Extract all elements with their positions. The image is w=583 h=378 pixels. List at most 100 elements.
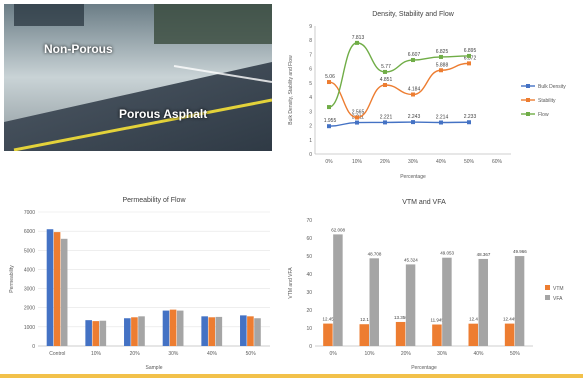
x-tick-label: 60% <box>492 159 503 165</box>
x-tick-label: 10% <box>352 159 363 165</box>
data-label: 2.233 <box>464 114 477 120</box>
data-label: 6.372 <box>464 55 477 61</box>
bar <box>208 317 216 346</box>
chart-title: VTM and VFA <box>402 199 446 206</box>
legend-label: Bulk Density <box>538 84 566 90</box>
y-tick-label: 10 <box>306 326 312 332</box>
data-label: 6.895 <box>464 48 477 54</box>
bar <box>169 309 177 346</box>
legend-marker <box>526 84 530 88</box>
x-tick-label: 0% <box>325 159 333 165</box>
data-point <box>355 115 359 120</box>
x-tick-label: 40% <box>473 351 484 357</box>
bottom-border <box>0 374 583 378</box>
bar <box>478 258 488 346</box>
x-tick-label: 10% <box>91 351 102 357</box>
y-tick-label: 50 <box>306 254 312 260</box>
bar <box>53 232 61 346</box>
bar <box>432 324 442 346</box>
y-tick-label: 1000 <box>24 325 35 331</box>
data-label: 7.813 <box>352 35 365 41</box>
y-tick-label: 6 <box>309 67 312 73</box>
data-label: 49.966 <box>513 249 527 254</box>
permeability-chart-svg: Permeability of Flow Sample Permeability 0 1… <box>9 197 270 371</box>
data-label: 5.77 <box>381 64 391 70</box>
y-tick-label: 4000 <box>24 267 35 273</box>
y-axis-label: VTM and VFA <box>288 267 294 299</box>
y-tick-label: 7 <box>309 52 312 58</box>
vtm-vfa-chart-svg: VTM and VFA Percentage VTM and VFA 0 10 20 30 4… <box>288 199 564 371</box>
bar <box>504 323 515 346</box>
legend-swatch <box>545 295 550 300</box>
bar <box>60 238 68 346</box>
data-point <box>327 80 331 85</box>
data-label: 4.851 <box>380 77 393 83</box>
data-label: 6.825 <box>436 49 449 55</box>
x-tick-label: 20% <box>380 159 391 165</box>
y-tick-label: 20 <box>306 308 312 314</box>
y-tick-label: 3 <box>309 109 312 115</box>
y-axis-label: Bulk Density, Stability and Flow <box>288 55 294 125</box>
bar <box>369 258 379 346</box>
data-point <box>439 120 443 125</box>
data-point <box>355 120 359 125</box>
y-tick-label: 4 <box>309 95 312 101</box>
y-tick-label: 0 <box>309 152 312 158</box>
data-label: 2.214 <box>436 115 449 121</box>
bar <box>333 234 343 346</box>
y-tick-label: 7000 <box>24 210 35 216</box>
bar <box>405 264 416 346</box>
x-tick-label: 10% <box>364 351 375 357</box>
bar <box>201 316 208 346</box>
non-porous-label: Non-Porous <box>44 42 113 56</box>
legend-label: Stability <box>538 98 556 104</box>
x-tick-label: Control <box>49 351 65 357</box>
legend-swatch <box>545 285 550 290</box>
data-label: 48.708 <box>368 251 382 256</box>
y-tick-label: 0 <box>309 344 312 350</box>
data-label: 1.955 <box>324 118 337 124</box>
bar <box>514 256 525 346</box>
bar <box>176 310 184 346</box>
data-point <box>411 58 415 63</box>
legend-marker <box>526 112 530 116</box>
bar <box>46 229 54 346</box>
density-stability-flow-chart: Density, Stability and Flow Percentage Bul… <box>283 4 583 182</box>
legend-label: Flow <box>538 112 549 118</box>
y-tick-label: 5000 <box>24 248 35 254</box>
x-axis-label: Sample <box>146 365 163 371</box>
bar <box>92 321 100 346</box>
y-tick-label: 8 <box>309 38 312 44</box>
chart-title: Permeability of Flow <box>122 197 186 204</box>
data-label: 48.367 <box>477 252 491 257</box>
bar <box>124 318 131 346</box>
x-tick-label: 20% <box>130 351 141 357</box>
x-tick-label: 50% <box>510 351 521 357</box>
data-label: 12.45 <box>323 317 335 322</box>
data-label: 12.1 <box>360 317 369 322</box>
porous-asphalt-label: Porous Asphalt <box>119 107 208 121</box>
data-label: 5.888 <box>436 62 449 68</box>
x-tick-label: 20% <box>401 351 412 357</box>
data-label: 13.356 <box>394 315 408 320</box>
bar <box>254 318 261 346</box>
data-label: 2.565 <box>352 110 365 116</box>
y-tick-label: 3000 <box>24 287 35 293</box>
data-label: 4.184 <box>408 86 421 92</box>
data-label: 11.945 <box>430 317 444 322</box>
bar <box>215 316 223 346</box>
bar <box>162 310 170 346</box>
x-axis-label: Percentage <box>411 365 437 371</box>
x-tick-label: 50% <box>464 159 475 165</box>
y-tick-label: 30 <box>306 290 312 296</box>
x-tick-label: 30% <box>437 351 448 357</box>
x-tick-label: 30% <box>408 159 419 165</box>
data-point <box>467 53 471 58</box>
series-line <box>328 62 470 119</box>
data-label: 2.221 <box>380 114 393 120</box>
x-tick-label: 30% <box>168 351 179 357</box>
bar <box>85 320 92 346</box>
data-label: 12.4 <box>469 317 478 322</box>
porous-asphalt-photo: Non-Porous Porous Asphalt <box>4 4 272 151</box>
vtm-vfa-chart: VTM and VFA Percentage VTM and VFA 0 10 20 30 4… <box>283 190 583 372</box>
